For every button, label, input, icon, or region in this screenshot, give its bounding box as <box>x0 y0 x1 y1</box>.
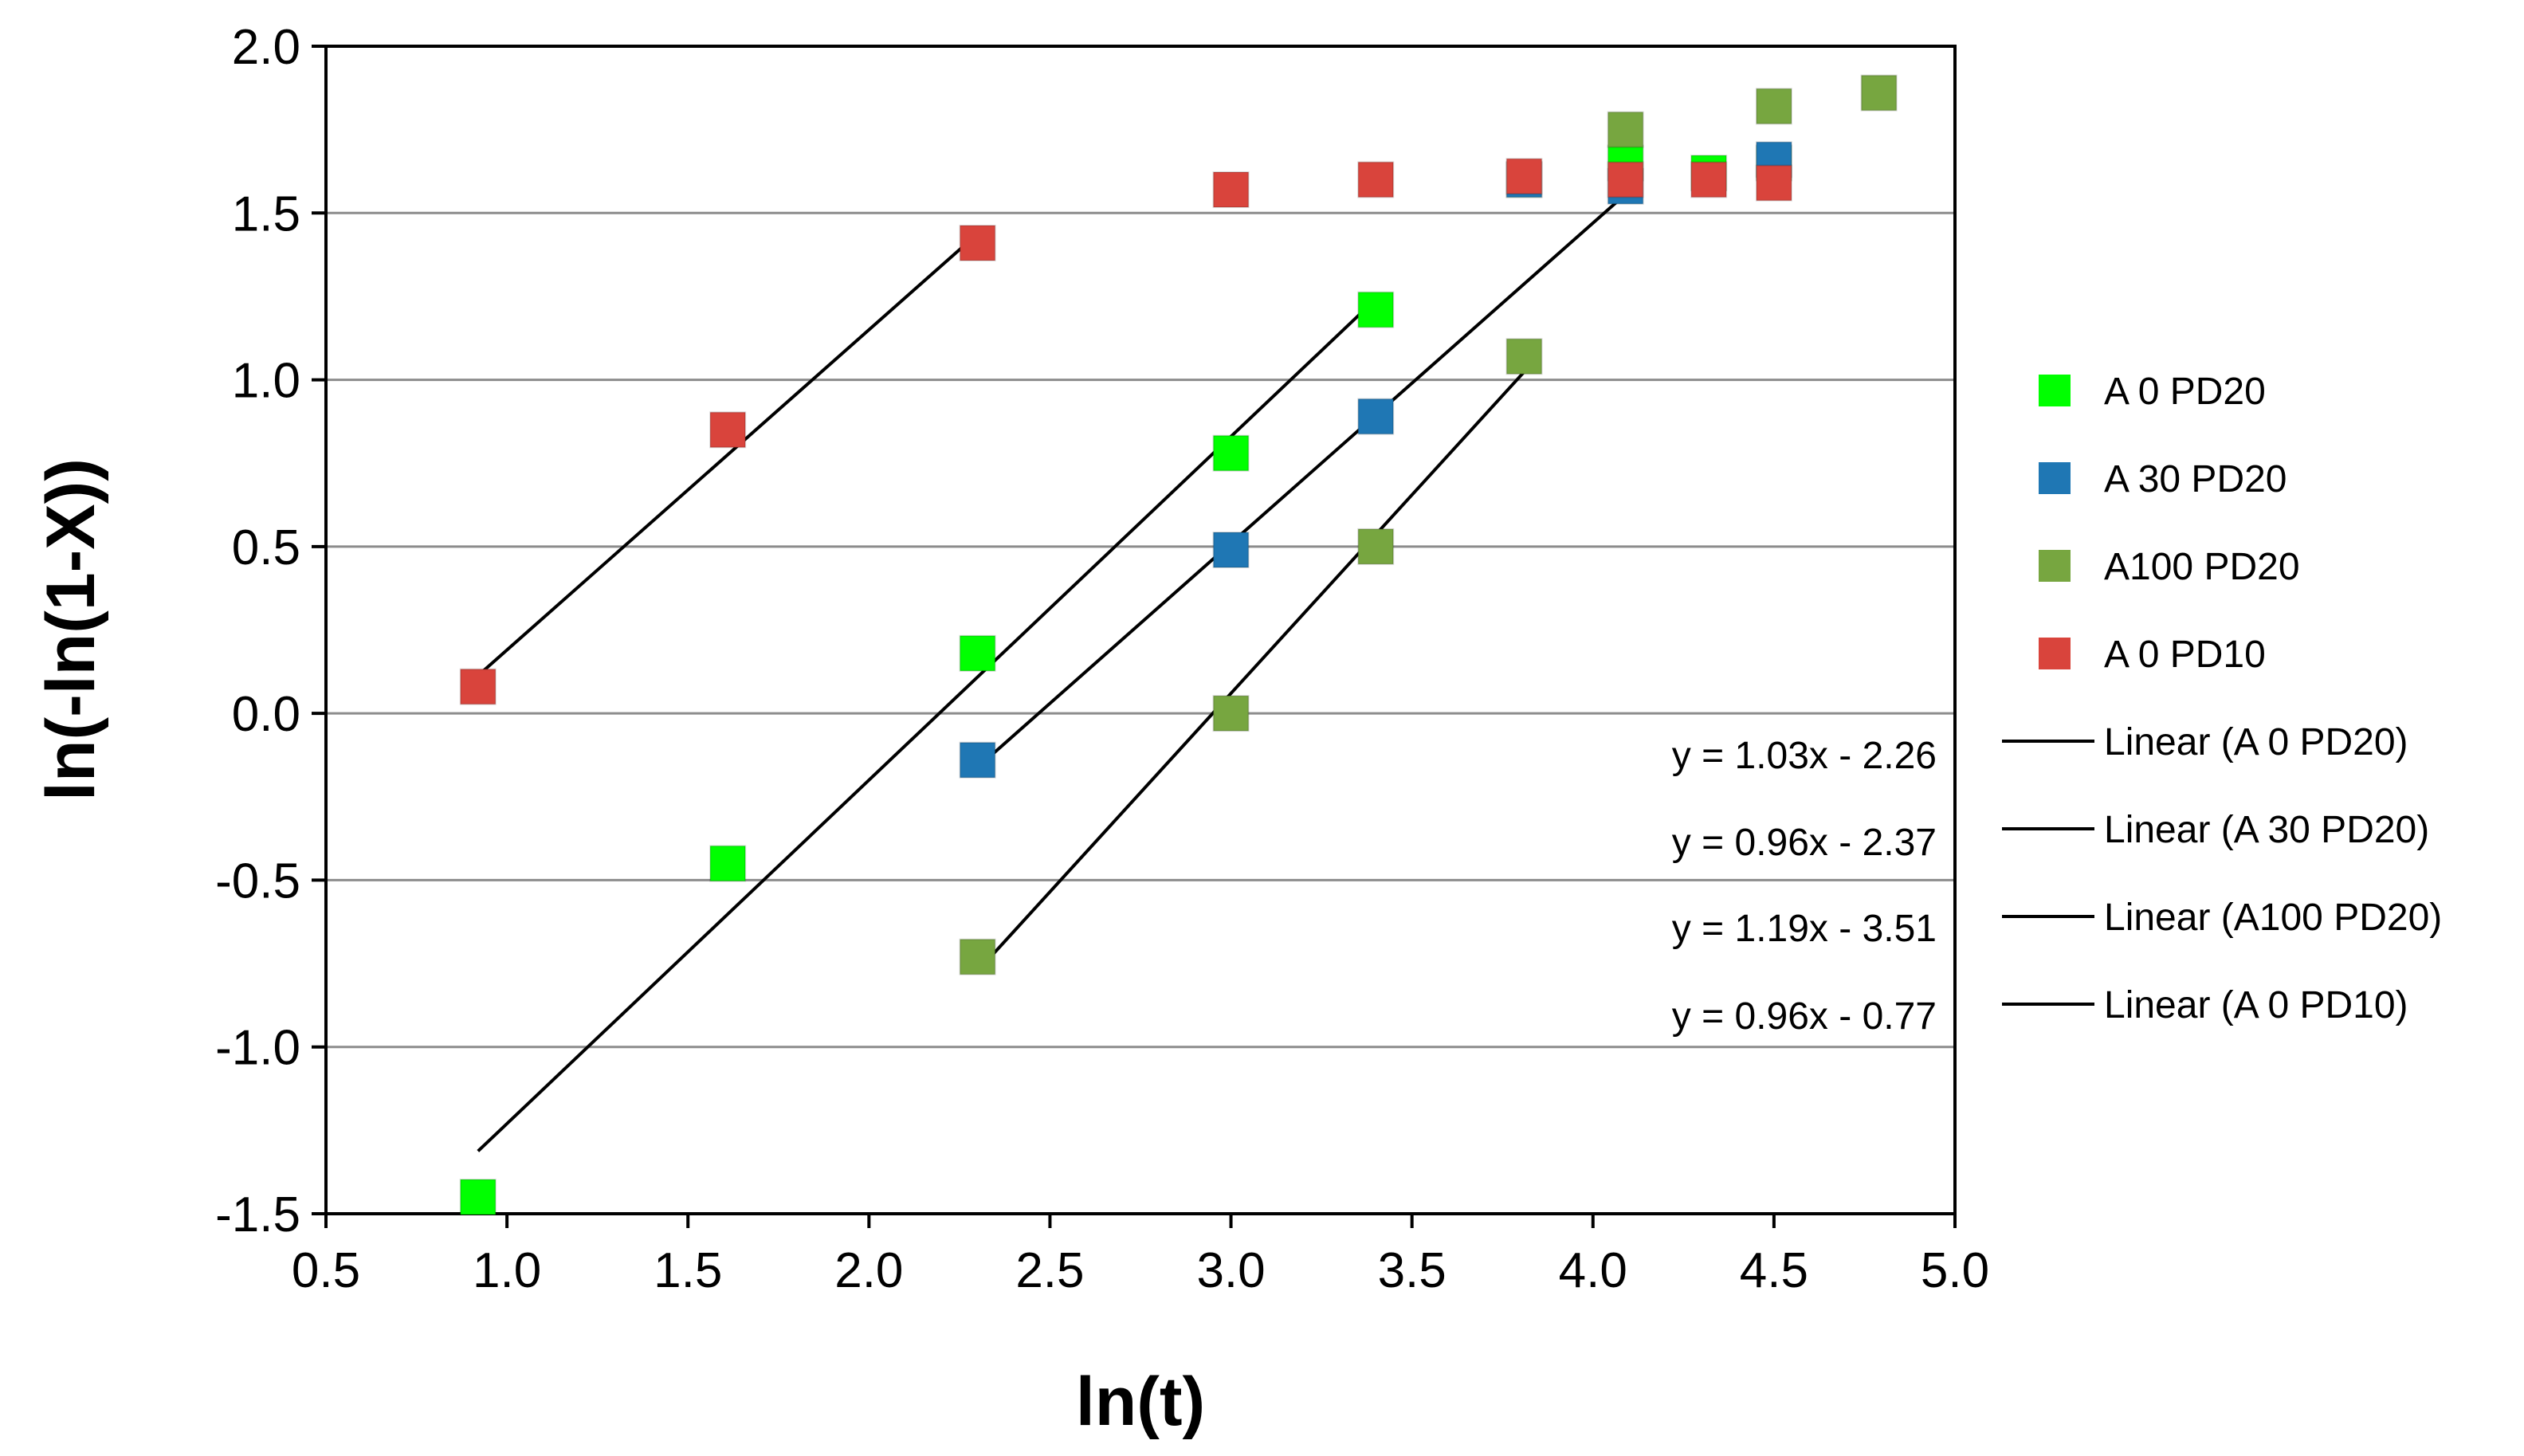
trendline-equations: y = 1.03x - 2.26 y = 0.96x - 2.37 y = 1.19… <box>1672 735 1937 1038</box>
y-tick-label: -1.0 <box>215 1021 300 1076</box>
data-point-series-3 <box>1357 528 1395 565</box>
legend-label: Linear (A 0 PD20) <box>2104 721 2408 763</box>
data-point-series-4 <box>1357 161 1395 198</box>
legend-label: Linear (A100 PD20) <box>2104 897 2442 939</box>
y-tick-label: 2.0 <box>232 20 300 75</box>
data-point-series-3 <box>1860 74 1898 112</box>
data-point-series-4 <box>459 668 497 705</box>
y-tick-label: -1.5 <box>215 1187 300 1242</box>
y-axis-title: ln(-ln(1-X)) <box>33 458 109 801</box>
trendline-equation: y = 1.03x - 2.26 <box>1672 735 1937 777</box>
legend-marker <box>2039 375 2071 406</box>
y-axis-ticks: 2.0 1.5 1.0 0.5 0.0 -0.5 -1.0 -1.5 <box>215 20 326 1242</box>
x-axis-ticks: 0.5 1.0 1.5 2.0 2.5 3.0 3.5 4.0 4.5 5.0 <box>292 1214 1989 1298</box>
legend-marker <box>2039 550 2071 582</box>
legend-label: A 0 PD20 <box>2104 371 2266 413</box>
x-tick-label: 4.5 <box>1740 1243 1808 1298</box>
plot-area-frame <box>324 45 1957 1215</box>
data-point-series-3 <box>959 938 996 975</box>
data-point-series-1 <box>709 845 747 882</box>
legend-marker <box>2039 638 2071 669</box>
trendline-2 <box>976 193 1627 769</box>
legend-label: A 0 PD10 <box>2104 634 2266 676</box>
trendlines <box>477 193 1627 1152</box>
legend-label: A 30 PD20 <box>2104 458 2287 500</box>
data-point-series-4 <box>1607 161 1644 198</box>
data-point-series-3 <box>1212 695 1250 732</box>
y-tick-label: 0.0 <box>232 687 300 742</box>
x-tick-label: 0.5 <box>292 1243 360 1298</box>
data-point-series-3 <box>1755 88 1792 125</box>
trendline-equation: y = 1.19x - 3.51 <box>1672 908 1937 950</box>
x-axis-title: ln(t) <box>1076 1364 1205 1440</box>
data-point-series-4 <box>709 411 747 449</box>
x-tick-label: 3.5 <box>1378 1243 1446 1298</box>
x-tick-label: 2.0 <box>834 1243 903 1298</box>
trendline-3 <box>976 371 1525 973</box>
y-tick-label: 1.5 <box>232 186 300 241</box>
x-tick-label: 1.0 <box>473 1243 541 1298</box>
data-point-series-3 <box>1505 338 1543 375</box>
x-tick-label: 2.5 <box>1015 1243 1084 1298</box>
data-point-series-4 <box>1755 164 1792 202</box>
data-point-series-2 <box>1212 532 1250 569</box>
data-point-series-4 <box>959 224 996 261</box>
gridlines <box>326 211 1955 1049</box>
y-tick-label: 0.5 <box>232 520 300 575</box>
legend-label: Linear (A 30 PD20) <box>2104 809 2429 851</box>
trendline-4 <box>477 232 979 677</box>
data-point-series-2 <box>959 741 996 779</box>
data-points <box>459 74 1898 1216</box>
data-point-series-1 <box>459 1179 497 1216</box>
data-point-series-1 <box>959 634 996 672</box>
x-tick-label: 1.5 <box>654 1243 722 1298</box>
trendline-equation: y = 0.96x - 0.77 <box>1672 995 1937 1038</box>
data-point-series-1 <box>1212 434 1250 472</box>
y-tick-label: 1.0 <box>232 354 300 409</box>
legend-label: Linear (A 0 PD10) <box>2104 984 2408 1026</box>
data-point-series-4 <box>1690 161 1728 198</box>
y-tick-label: -0.5 <box>215 854 300 909</box>
data-point-series-1 <box>1357 291 1395 328</box>
data-point-series-3 <box>1607 111 1644 148</box>
data-point-series-4 <box>1212 171 1250 208</box>
legend-marker <box>2039 462 2071 494</box>
x-tick-label: 4.0 <box>1559 1243 1627 1298</box>
legend: A 0 PD20 A 30 PD20 A100 PD20 A 0 PD10 Linear… <box>2002 371 2442 1026</box>
data-point-series-4 <box>1505 158 1543 195</box>
legend-label: A100 PD20 <box>2104 546 2300 588</box>
x-tick-label: 5.0 <box>1921 1243 1989 1298</box>
x-tick-label: 3.0 <box>1196 1243 1265 1298</box>
data-point-series-2 <box>1357 398 1395 435</box>
trendline-equation: y = 0.96x - 2.37 <box>1672 822 1937 864</box>
